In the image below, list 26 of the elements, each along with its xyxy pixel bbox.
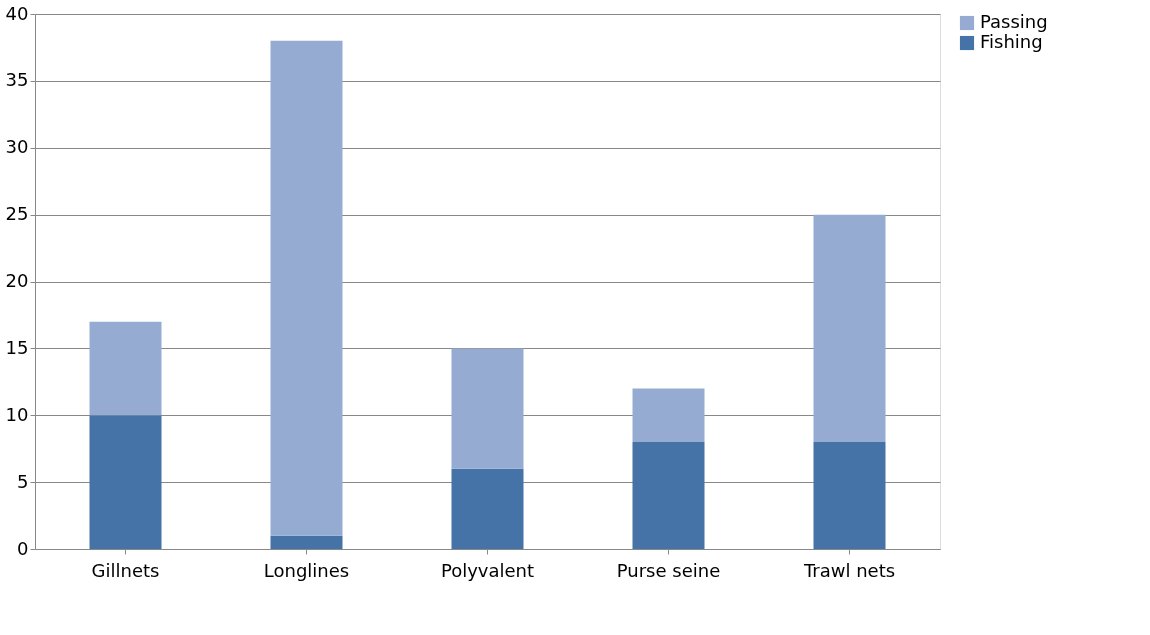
- y-tick-label: 30: [5, 136, 29, 158]
- bar: [813, 214, 886, 442]
- y-tick-label: 15: [5, 336, 29, 358]
- legend-label: Passing: [980, 11, 1048, 32]
- bar: [451, 468, 524, 549]
- legend-label: Fishing: [980, 31, 1043, 52]
- y-tick-label: 10: [5, 403, 29, 425]
- y-tick-label: 35: [5, 69, 29, 91]
- y-tick-label: 5: [17, 470, 29, 492]
- bar: [813, 442, 886, 549]
- x-tick-label: Polyvalent: [440, 559, 535, 581]
- x-tick-label: Trawl nets: [802, 559, 896, 581]
- bar: [270, 40, 343, 536]
- bar: [89, 321, 162, 416]
- y-tick-label: 40: [5, 2, 29, 24]
- x-tick-label: Purse seine: [616, 559, 721, 581]
- y-tick-label: 0: [17, 537, 29, 559]
- bar: [89, 415, 162, 549]
- bar: [451, 348, 524, 469]
- x-tick-label: Longlines: [263, 559, 350, 581]
- y-tick-label: 20: [5, 270, 29, 291]
- bar: [270, 535, 343, 549]
- x-tick-label: Gillnets: [91, 559, 160, 581]
- bar: [632, 442, 705, 549]
- bar: [632, 388, 705, 442]
- y-tick-label: 25: [5, 203, 29, 225]
